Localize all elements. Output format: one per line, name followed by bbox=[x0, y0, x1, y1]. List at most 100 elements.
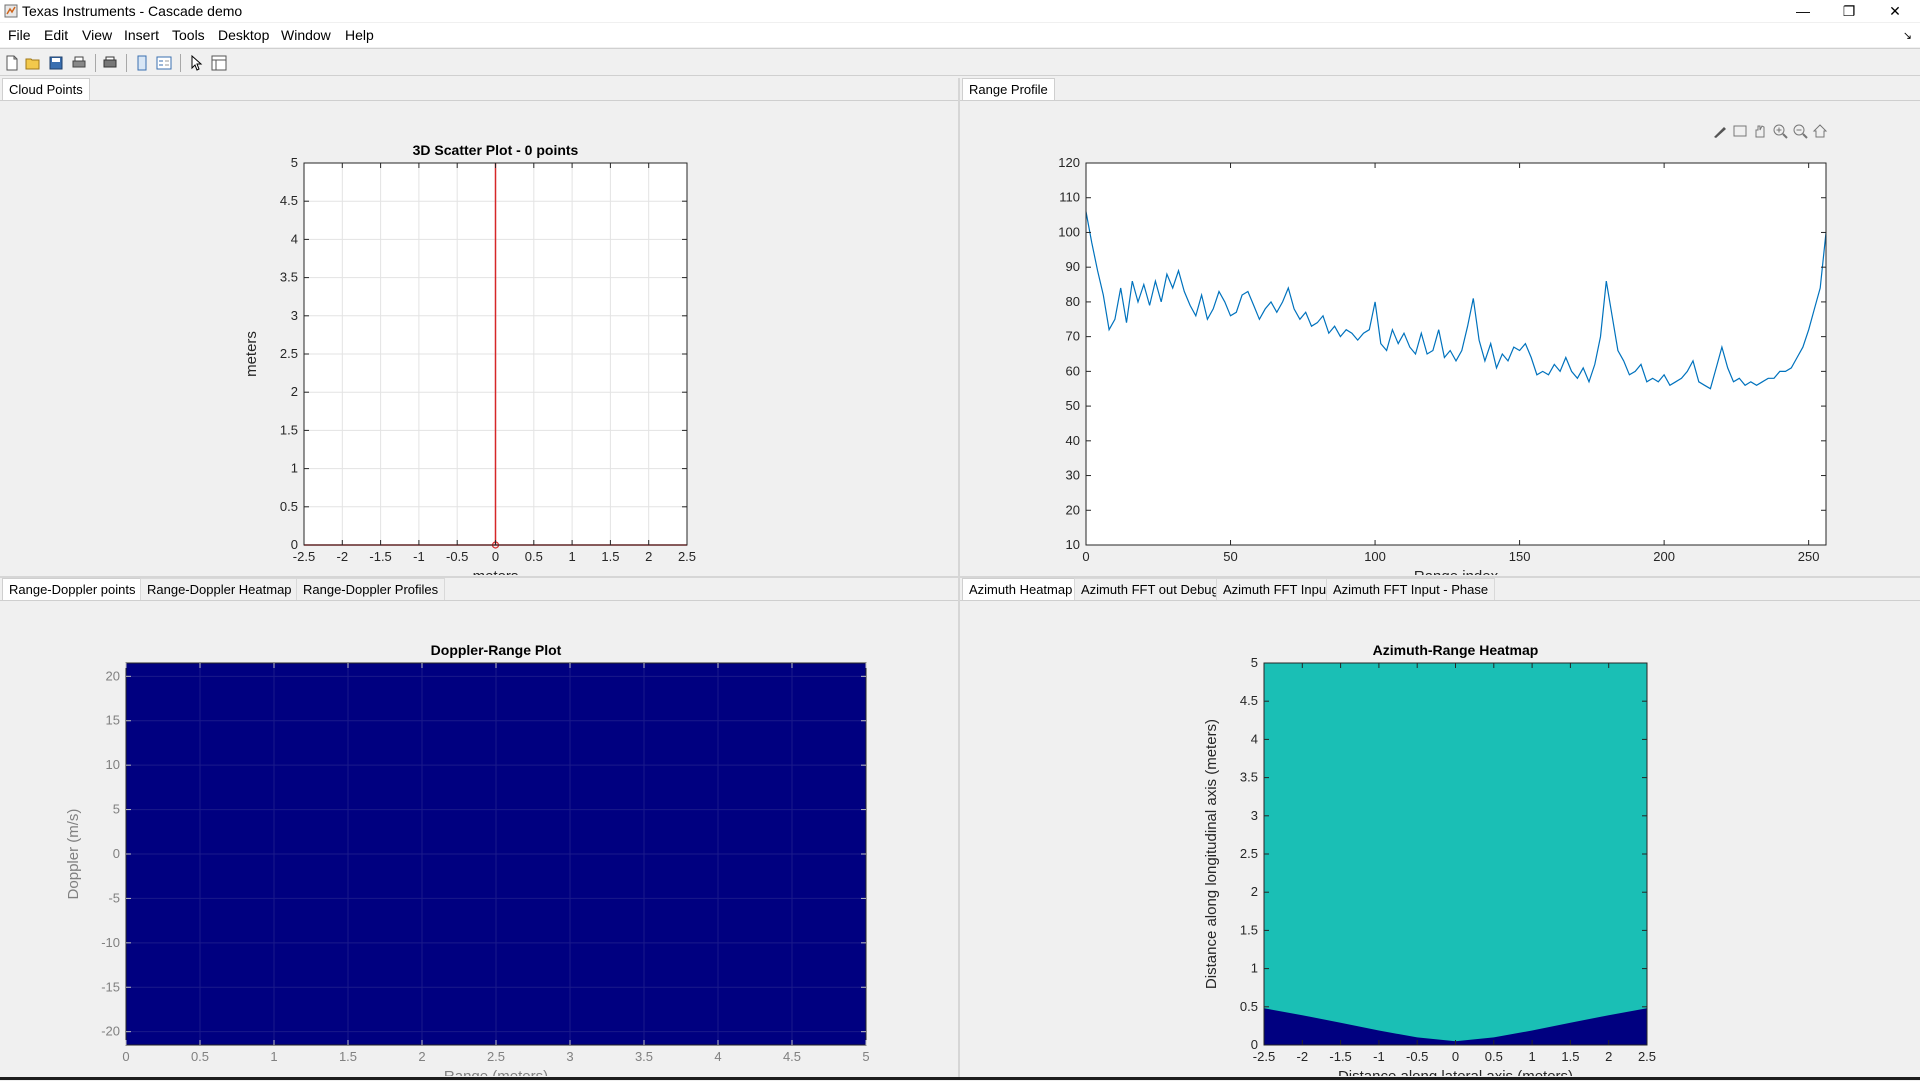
zoom-in-icon[interactable] bbox=[1772, 123, 1788, 139]
menu-tools[interactable]: Tools bbox=[172, 27, 205, 43]
minimize-icon: — bbox=[1796, 3, 1810, 19]
x-tick-label: -1.5 bbox=[369, 549, 391, 564]
open-icon[interactable] bbox=[24, 54, 42, 72]
pan-icon[interactable] bbox=[1752, 123, 1768, 139]
y-tick-label: 2 bbox=[1251, 884, 1258, 899]
minimize-button[interactable]: — bbox=[1780, 0, 1826, 22]
y-tick-label: 0 bbox=[1251, 1037, 1258, 1052]
x-tick-label: 200 bbox=[1653, 549, 1675, 564]
chart-title: Doppler-Range Plot bbox=[431, 642, 562, 658]
menu-file[interactable]: File bbox=[8, 27, 31, 43]
y-tick-label: 20 bbox=[1066, 502, 1080, 517]
figure-toolbar bbox=[0, 48, 1920, 76]
y-tick-label: 0 bbox=[291, 537, 298, 552]
x-tick-label: -0.5 bbox=[1406, 1049, 1428, 1064]
y-tick-label: 40 bbox=[1066, 433, 1080, 448]
insert-legend-icon[interactable] bbox=[155, 54, 173, 72]
brush-icon-glyph bbox=[1714, 127, 1726, 138]
chart-title: Azimuth-Range Heatmap bbox=[1373, 642, 1539, 658]
undock-arrow-icon[interactable]: ↘ bbox=[1903, 29, 1912, 42]
y-tick-label: 110 bbox=[1059, 190, 1080, 205]
edit-plot-icon[interactable] bbox=[187, 54, 205, 72]
menu-edit[interactable]: Edit bbox=[44, 27, 68, 43]
x-tick-label: 2.5 bbox=[487, 1049, 505, 1064]
toolbar-separator bbox=[126, 54, 127, 72]
y-tick-label: 0 bbox=[113, 846, 120, 861]
print-preview-icon[interactable] bbox=[101, 54, 119, 72]
x-tick-label: 3.5 bbox=[635, 1049, 653, 1064]
x-axis-label: Range index bbox=[1414, 568, 1499, 575]
close-button[interactable]: ✕ bbox=[1872, 0, 1918, 22]
y-tick-label: 4 bbox=[1251, 731, 1258, 746]
horizontal-splitter[interactable] bbox=[0, 576, 1920, 578]
vertical-splitter[interactable] bbox=[958, 78, 960, 1078]
y-tick-label: 30 bbox=[1066, 468, 1080, 483]
menu-desktop[interactable]: Desktop bbox=[218, 27, 269, 43]
data-tips-icon-glyph bbox=[1734, 126, 1746, 136]
menu-view[interactable]: View bbox=[82, 27, 112, 43]
x-tick-label: 2 bbox=[1605, 1049, 1612, 1064]
tab-azimuth-fft-input-phase[interactable]: Azimuth FFT Input - Phase bbox=[1326, 578, 1495, 600]
close-icon: ✕ bbox=[1889, 3, 1901, 20]
y-tick-label: 100 bbox=[1058, 224, 1080, 239]
menu-window[interactable]: Window bbox=[281, 27, 331, 43]
x-tick-label: 1.5 bbox=[601, 549, 619, 564]
x-tick-label: -0.5 bbox=[446, 549, 468, 564]
tab-range-doppler-heatmap[interactable]: Range-Doppler Heatmap bbox=[140, 578, 299, 600]
zoom-out-icon[interactable] bbox=[1792, 123, 1808, 139]
y-tick-label: 0.5 bbox=[1240, 999, 1258, 1014]
azimuth-panel: Azimuth Heatmap Azimuth FFT out Debug Az… bbox=[960, 578, 1920, 1077]
x-tick-label: 0 bbox=[492, 549, 499, 564]
property-inspector-icon[interactable] bbox=[210, 54, 228, 72]
y-axis-label: meters bbox=[243, 331, 260, 377]
y-tick-label: 80 bbox=[1066, 294, 1080, 309]
y-tick-label: 20 bbox=[106, 668, 120, 683]
y-tick-label: 2.5 bbox=[1240, 846, 1258, 861]
restore-button[interactable]: ❐ bbox=[1826, 0, 1872, 22]
plot-area bbox=[1264, 663, 1647, 1045]
toggle-plot-browser-icon[interactable] bbox=[133, 54, 151, 72]
tab-range-doppler-points[interactable]: Range-Doppler points bbox=[2, 578, 142, 600]
tab-azimuth-heatmap[interactable]: Azimuth Heatmap bbox=[962, 578, 1079, 600]
brush-icon[interactable] bbox=[1712, 123, 1728, 139]
tab-azimuth-fft-out-debug[interactable]: Azimuth FFT out Debug bbox=[1074, 578, 1226, 600]
tab-range-profile[interactable]: Range Profile bbox=[962, 78, 1055, 100]
tab-range-doppler-profiles[interactable]: Range-Doppler Profiles bbox=[296, 578, 445, 600]
x-tick-label: 1.5 bbox=[339, 1049, 357, 1064]
x-axis-label: meters bbox=[473, 568, 519, 575]
y-tick-label: 3 bbox=[1251, 808, 1258, 823]
y-tick-label: 5 bbox=[113, 802, 120, 817]
x-tick-label: 0 bbox=[1452, 1049, 1459, 1064]
x-tick-label: -1.5 bbox=[1329, 1049, 1351, 1064]
x-axis-label: Distance along lateral axis (meters) bbox=[1338, 1068, 1573, 1076]
menu-insert[interactable]: Insert bbox=[124, 27, 159, 43]
y-tick-label: 3.5 bbox=[280, 270, 298, 285]
chart-title: 3D Scatter Plot - 0 points bbox=[413, 142, 579, 158]
x-tick-label: 1 bbox=[568, 549, 575, 564]
x-tick-label: 0.5 bbox=[525, 549, 543, 564]
plot-area bbox=[1086, 163, 1826, 545]
y-tick-label: 2 bbox=[291, 384, 298, 399]
y-tick-label: 4.5 bbox=[1240, 693, 1258, 708]
tab-cloud-points[interactable]: Cloud Points bbox=[2, 78, 90, 100]
print-icon[interactable] bbox=[70, 54, 88, 72]
tab-azimuth-fft-input[interactable]: Azimuth FFT Input bbox=[1216, 578, 1337, 600]
new-figure-icon[interactable] bbox=[3, 54, 21, 72]
data-tips-icon[interactable] bbox=[1732, 123, 1748, 139]
x-tick-label: -2 bbox=[1297, 1049, 1309, 1064]
y-tick-label: -15 bbox=[101, 979, 120, 994]
home-icon[interactable] bbox=[1812, 123, 1828, 139]
toolbar-separator bbox=[180, 54, 181, 72]
x-tick-label: 0 bbox=[122, 1049, 129, 1064]
range-doppler-panel: Range-Doppler points Range-Doppler Heatm… bbox=[0, 578, 958, 1077]
save-icon[interactable] bbox=[47, 54, 65, 72]
x-tick-label: 0.5 bbox=[191, 1049, 209, 1064]
menu-help[interactable]: Help bbox=[345, 27, 374, 43]
